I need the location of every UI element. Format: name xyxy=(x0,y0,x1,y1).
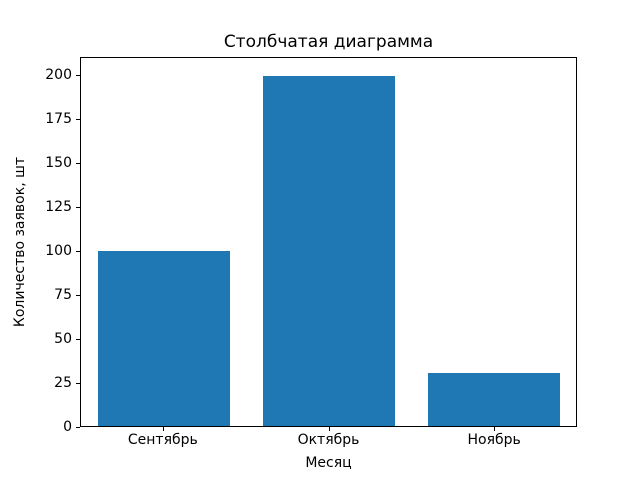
plot-area xyxy=(80,57,577,427)
y-tick-mark xyxy=(76,74,80,76)
x-tick-mark xyxy=(162,427,164,431)
y-tick-mark xyxy=(76,338,80,340)
y-tick-mark xyxy=(76,162,80,164)
x-tick-label-Ноябрь: Ноябрь xyxy=(467,432,521,448)
y-tick-label: 0 xyxy=(63,419,72,435)
y-tick-label: 175 xyxy=(45,110,72,127)
y-tick-label: 150 xyxy=(45,154,72,171)
bar-Октябрь xyxy=(262,75,395,426)
x-axis-label: Месяц xyxy=(305,455,352,471)
y-tick-label: 125 xyxy=(45,198,72,215)
x-tick-label-Сентябрь: Сентябрь xyxy=(127,432,198,448)
x-tick-label-Октябрь: Октябрь xyxy=(297,432,360,448)
y-tick-mark xyxy=(76,250,80,252)
y-tick-mark xyxy=(76,294,80,296)
x-tick-mark xyxy=(328,427,330,431)
y-tick-label: 200 xyxy=(45,66,72,83)
y-tick-mark xyxy=(76,206,80,208)
bar-Ноябрь xyxy=(427,373,560,426)
bar-Сентябрь xyxy=(97,250,230,426)
y-tick-mark xyxy=(76,118,80,120)
y-tick-mark xyxy=(76,382,80,384)
x-tick-mark xyxy=(494,427,496,431)
y-tick-label: 100 xyxy=(45,242,72,259)
chart-title: Столбчатая диаграмма xyxy=(223,32,434,52)
y-tick-label: 50 xyxy=(54,330,72,347)
y-tick-label: 25 xyxy=(54,374,72,391)
y-tick-label: 75 xyxy=(54,286,72,303)
y-tick-mark xyxy=(76,427,80,428)
